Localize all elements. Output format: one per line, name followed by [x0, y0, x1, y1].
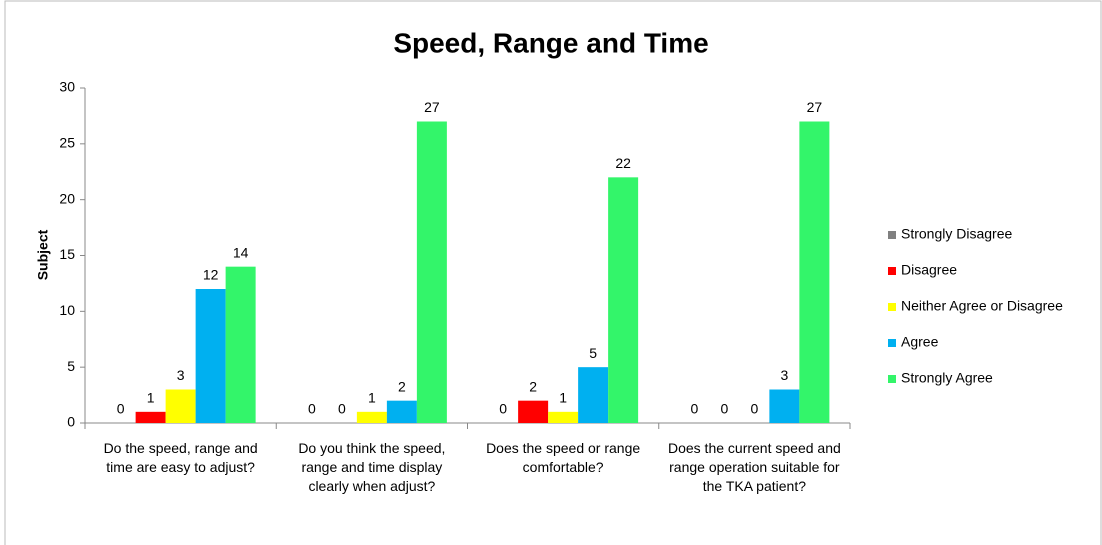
- legend-swatch: [888, 267, 896, 275]
- x-tick-label: Do you think the speed, range and time d…: [298, 440, 446, 494]
- bar: [135, 411, 166, 423]
- legend-label: Strongly Agree: [901, 370, 993, 386]
- y-tick-label: 5: [67, 358, 75, 374]
- bar: [578, 367, 609, 423]
- data-label: 0: [308, 401, 316, 417]
- legend-label: Disagree: [901, 262, 957, 278]
- y-tick-label: 25: [59, 135, 75, 151]
- legend-label: Neither Agree or Disagree: [901, 298, 1063, 314]
- y-tick-label: 0: [67, 414, 75, 430]
- legend-swatch: [888, 303, 896, 311]
- chart-title: Speed, Range and Time: [393, 27, 708, 58]
- data-label: 27: [807, 99, 823, 115]
- bar: [769, 389, 800, 423]
- legend-swatch: [888, 231, 896, 239]
- legend-label: Strongly Disagree: [901, 226, 1012, 242]
- data-label: 14: [233, 244, 249, 260]
- y-axis-label: Subject: [35, 229, 51, 280]
- y-tick-label: 20: [59, 190, 75, 206]
- bar: [225, 266, 256, 423]
- x-tick-label: Does the speed or range comfortable?: [486, 440, 641, 475]
- bar: [165, 389, 196, 423]
- data-label: 5: [589, 345, 597, 361]
- data-label: 27: [424, 99, 440, 115]
- data-label: 0: [338, 401, 346, 417]
- data-label: 0: [499, 401, 507, 417]
- data-label: 12: [203, 267, 219, 283]
- data-label: 1: [559, 390, 567, 406]
- data-label: 1: [368, 390, 376, 406]
- legend-swatch: [888, 339, 896, 347]
- y-tick-label: 10: [59, 302, 75, 318]
- data-label: 0: [720, 401, 728, 417]
- data-label: 2: [529, 378, 537, 394]
- bar: [356, 411, 387, 423]
- x-tick-label: Do the speed, range and time are easy to…: [103, 440, 258, 475]
- data-label: 0: [750, 401, 758, 417]
- data-label: 1: [147, 390, 155, 406]
- frame: [4, 0, 1102, 545]
- bar: [608, 177, 639, 423]
- bar: [518, 400, 549, 423]
- y-tick-label: 15: [59, 246, 75, 262]
- bar: [799, 121, 830, 423]
- x-tick-label: Does the current speed and range operati…: [667, 440, 841, 494]
- data-label: 0: [117, 401, 125, 417]
- legend-label: Agree: [901, 334, 939, 350]
- data-label: 3: [780, 367, 788, 383]
- data-label: 2: [398, 378, 406, 394]
- bar: [195, 289, 226, 423]
- data-label: 22: [615, 155, 631, 171]
- data-label: 0: [690, 401, 698, 417]
- bar: [386, 400, 417, 423]
- legend-swatch: [888, 375, 896, 383]
- bar: [416, 121, 447, 423]
- data-label: 3: [177, 367, 185, 383]
- y-tick-label: 30: [59, 79, 75, 95]
- bar: [548, 411, 579, 423]
